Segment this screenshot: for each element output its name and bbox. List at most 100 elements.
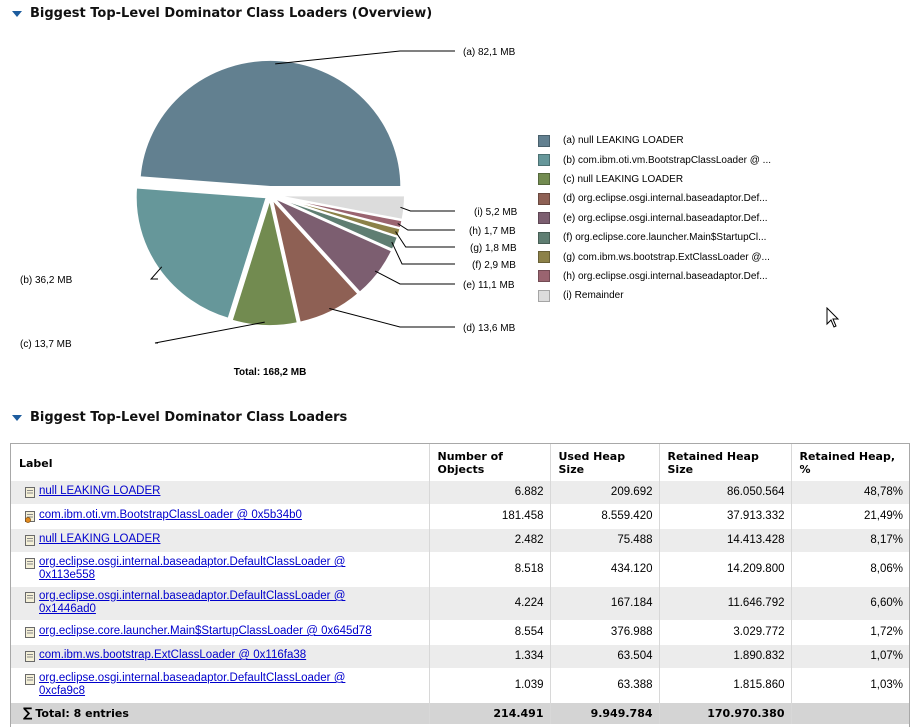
pie-slice [270, 195, 360, 324]
leader-line [154, 321, 265, 344]
cell-used: 63.388 [550, 667, 660, 702]
table-row[interactable]: com.ibm.oti.vm.BootstrapClassLoader @ 0x… [11, 503, 909, 528]
class-loader-link[interactable]: com.ibm.oti.vm.BootstrapClassLoader @ 0x… [39, 509, 302, 521]
legend-item: (a) null LEAKING LOADER [538, 131, 771, 150]
table-section-title: Biggest Top-Level Dominator Class Loader… [30, 410, 348, 425]
class-loader-link[interactable]: org.eclipse.osgi.internal.baseadaptor.De… [39, 556, 346, 581]
cell-retained: 1.890.832 [659, 643, 792, 668]
column-header-retained-heap[interactable]: Retained Heap Size [659, 444, 792, 480]
table-row[interactable]: com.ibm.ws.bootstrap.ExtClassLoader @ 0x… [11, 643, 909, 668]
pie-chart: (a) 82,1 MB (b) 36,2 MB (c) 13,7 MB (d) 13,… [20, 47, 518, 378]
leader-line [400, 206, 455, 212]
cell-used: 8.559.420 [550, 503, 660, 528]
slice-label: (h) 1,7 MB [469, 226, 516, 237]
slice-label: (a) 82,1 MB [463, 47, 516, 58]
cell-retained: 14.209.800 [659, 551, 792, 586]
class-loader-icon [25, 627, 35, 638]
slice-label: (i) 5,2 MB [474, 207, 518, 218]
legend-label: (c) null LEAKING LOADER [563, 173, 684, 185]
cell-retained: 3.029.772 [659, 619, 792, 644]
leader-line [395, 231, 455, 248]
pie-slice [138, 58, 403, 189]
cell-objects: 8.518 [429, 551, 551, 586]
legend-item: (h) org.eclipse.osgi.internal.baseadapto… [538, 267, 771, 286]
collapse-triangle-icon[interactable] [12, 10, 22, 17]
leader-line [391, 241, 455, 265]
leader-line [275, 50, 455, 65]
slice-label: (d) 13,6 MB [463, 323, 516, 334]
legend-item: (c) null LEAKING LOADER [538, 170, 771, 189]
cell-pct: 8,17% [791, 527, 909, 552]
pie-slice [134, 186, 269, 321]
row-label-cell: org.eclipse.osgi.internal.baseadaptor.De… [11, 585, 430, 620]
slice-label: (g) 1,8 MB [470, 243, 517, 254]
table-row[interactable]: org.eclipse.osgi.internal.baseadaptor.De… [11, 667, 909, 702]
leader-line [397, 223, 455, 231]
cell-used: 434.120 [550, 551, 660, 586]
column-header-label[interactable]: Label [11, 444, 430, 480]
total-label: Total: 8 entries [35, 706, 129, 720]
legend-swatch [538, 212, 550, 225]
row-label-cell: org.eclipse.osgi.internal.baseadaptor.De… [11, 667, 430, 702]
cell-objects: 2.482 [429, 527, 551, 552]
column-header-retained-pct[interactable]: Retained Heap, % [799, 450, 896, 476]
leader-line [374, 270, 455, 285]
class-loader-link[interactable]: com.ibm.ws.bootstrap.ExtClassLoader @ 0x… [39, 649, 307, 661]
slice-label: (e) 11,1 MB [463, 280, 515, 291]
legend-label: (f) org.eclipse.core.launcher.Main$Start… [563, 232, 767, 244]
cell-retained: 37.913.332 [659, 503, 792, 528]
class-loader-link[interactable]: null LEAKING LOADER [39, 485, 161, 497]
cell-pct: 1,03% [791, 667, 909, 702]
legend-label: (g) com.ibm.ws.bootstrap.ExtClassLoader … [563, 251, 770, 263]
class-loader-link[interactable]: null LEAKING LOADER [39, 533, 161, 545]
legend-item: (i) Remainder [538, 286, 771, 305]
cell-pct: 1,72% [791, 619, 909, 644]
cell-pct: 6,60% [791, 585, 909, 620]
legend-item: (g) com.ibm.ws.bootstrap.ExtClassLoader … [538, 247, 771, 266]
cell-objects: 8.554 [429, 619, 551, 644]
leader-line [329, 308, 455, 328]
row-label-cell: org.eclipse.core.launcher.Main$StartupCl… [11, 619, 430, 644]
class-loader-link[interactable]: org.eclipse.osgi.internal.baseadaptor.De… [39, 590, 346, 615]
total-used: 9.949.784 [550, 701, 660, 724]
cell-objects: 4.224 [429, 585, 551, 620]
mouse-cursor-icon [826, 307, 840, 328]
table-row[interactable]: null LEAKING LOADER 6.882 209.692 86.050.56… [11, 479, 909, 504]
total-label-cell: ∑ Total: 8 entries [11, 701, 430, 724]
table-row[interactable]: org.eclipse.osgi.internal.baseadaptor.De… [11, 585, 909, 620]
legend-item: (b) com.ibm.oti.vm.BootstrapClassLoader … [538, 150, 771, 169]
legend-swatch [538, 289, 550, 302]
row-label-cell: org.eclipse.osgi.internal.baseadaptor.De… [11, 551, 430, 586]
class-loader-icon [25, 651, 35, 662]
overview-section-title: Biggest Top-Level Dominator Class Loader… [30, 6, 433, 21]
table-row[interactable]: org.eclipse.osgi.internal.baseadaptor.De… [11, 551, 909, 586]
cell-retained: 1.815.860 [659, 667, 792, 702]
row-label-cell: null LEAKING LOADER [11, 479, 430, 504]
class-loader-icon [25, 592, 35, 603]
pie-slice [272, 196, 394, 295]
class-loader-icon [25, 558, 35, 569]
class-loader-icon [25, 674, 35, 685]
table-section-header[interactable]: Biggest Top-Level Dominator Class Loader… [12, 410, 347, 425]
column-header-used-heap[interactable]: Used Heap Size [550, 444, 660, 480]
overview-section-header[interactable]: Biggest Top-Level Dominator Class Loader… [12, 6, 432, 21]
leader-line [149, 266, 163, 280]
cell-pct: 21,49% [791, 503, 909, 528]
class-loader-link[interactable]: org.eclipse.core.launcher.Main$StartupCl… [39, 625, 372, 637]
cell-used: 209.692 [550, 479, 660, 504]
legend-label: (b) com.ibm.oti.vm.BootstrapClassLoader … [563, 154, 771, 166]
cell-used: 63.504 [550, 643, 660, 668]
pie-slice [230, 195, 300, 328]
column-header-objects[interactable]: Number of Objects [429, 444, 551, 480]
cell-used: 75.488 [550, 527, 660, 552]
collapse-triangle-icon[interactable] [12, 414, 22, 421]
cell-pct: 1,07% [791, 643, 909, 668]
legend-item: (e) org.eclipse.osgi.internal.baseadapto… [538, 209, 771, 228]
row-label-cell: null LEAKING LOADER [11, 527, 430, 552]
slice-label: (f) 2,9 MB [472, 260, 516, 271]
table-row[interactable]: null LEAKING LOADER 2.482 75.488 14.413.428… [11, 527, 909, 552]
class-loader-icon [25, 487, 35, 498]
class-loader-link[interactable]: org.eclipse.osgi.internal.baseadaptor.De… [39, 672, 346, 697]
table-row[interactable]: org.eclipse.core.launcher.Main$StartupCl… [11, 619, 909, 644]
legend-swatch [538, 154, 550, 167]
